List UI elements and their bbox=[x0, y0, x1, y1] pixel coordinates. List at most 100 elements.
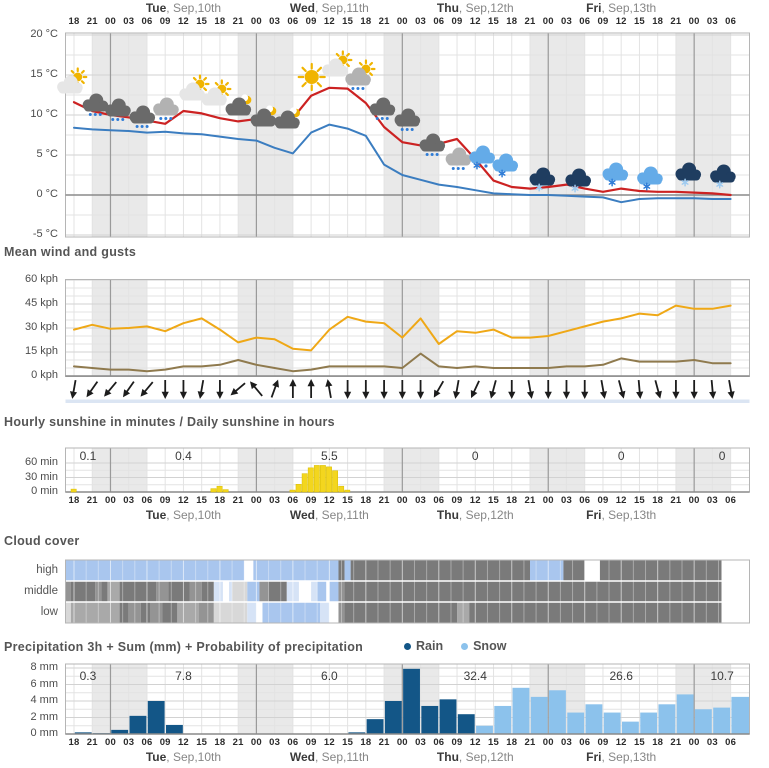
top-tick-label: 06 bbox=[725, 16, 737, 27]
precip-axis-label: 0 mm bbox=[30, 727, 59, 739]
wind-direction-arrow bbox=[690, 380, 698, 399]
precip-tick-label: 12 bbox=[323, 737, 335, 748]
precip-bar-snow bbox=[622, 721, 639, 734]
legend-rain-label: Rain bbox=[416, 639, 444, 653]
sunshine-tick-label: 06 bbox=[725, 495, 737, 506]
weather-icon-gray-cloud-rain bbox=[445, 147, 472, 170]
precip-bar-rain bbox=[74, 732, 92, 734]
wind-direction-arrow bbox=[249, 381, 263, 397]
legend-item-snow: Snow bbox=[461, 639, 506, 653]
precip-bar-snow bbox=[476, 725, 493, 734]
day-name: Wed bbox=[289, 1, 316, 15]
sunshine-tick-label: 03 bbox=[560, 495, 572, 506]
sunshine-tick-label: 00 bbox=[542, 495, 554, 506]
precip-day-header: Wed, Sep,11th bbox=[290, 751, 369, 763]
precip-bar-snow bbox=[640, 712, 658, 734]
sunshine-tick-label: 18 bbox=[360, 495, 372, 506]
top-tick-label: 12 bbox=[323, 16, 335, 27]
precip-tick-label: 21 bbox=[524, 737, 536, 748]
sunshine-daily-hours: 0 bbox=[471, 449, 479, 463]
wind-direction-arrow bbox=[344, 380, 352, 399]
day-name: Thu bbox=[436, 508, 459, 522]
wind-direction-arrow bbox=[398, 380, 406, 399]
top-day-header: Wed, Sep,11th bbox=[290, 2, 369, 14]
precip-tick-label: 03 bbox=[123, 737, 135, 748]
temp-axis-label: 0 °C bbox=[36, 188, 58, 200]
weather-icon-blue-cloud-sleet bbox=[469, 145, 495, 170]
wind-direction-arrow bbox=[727, 379, 735, 399]
wind-direction-arrow bbox=[599, 379, 607, 399]
temp-axis-label: -5 °C bbox=[32, 228, 58, 240]
precip-tick-label: 09 bbox=[159, 737, 171, 748]
precip-tick-label: 03 bbox=[560, 737, 572, 748]
top-tick-label: 12 bbox=[177, 16, 189, 27]
sunshine-tick-label: 09 bbox=[305, 495, 317, 506]
top-tick-label: 15 bbox=[342, 16, 354, 27]
weather-icon-cloud-moon bbox=[274, 107, 300, 129]
precip-bar-snow bbox=[530, 696, 548, 734]
precip-bar-rain bbox=[403, 668, 420, 734]
weather-icon-sun bbox=[297, 62, 326, 92]
sunshine-tick-label: 18 bbox=[214, 495, 226, 506]
sunshine-tick-label: 21 bbox=[524, 495, 536, 506]
sunshine-tick-label: 00 bbox=[104, 495, 116, 506]
wind-direction-arrow bbox=[453, 379, 461, 399]
top-tick-label: 09 bbox=[305, 16, 317, 27]
rain-dot-icon bbox=[404, 642, 411, 650]
weather-icon-cloud-sun bbox=[322, 50, 353, 77]
wind-direction-arrow bbox=[654, 380, 662, 399]
wind-direction-arrow bbox=[581, 380, 589, 399]
sunshine-day-header: Fri, Sep,13th bbox=[586, 509, 656, 521]
precip-tick-label: 00 bbox=[104, 737, 116, 748]
cloud-row-label: high bbox=[36, 563, 58, 576]
precip-tick-label: 21 bbox=[670, 737, 682, 748]
precip-bar-rain bbox=[457, 714, 475, 734]
top-tick-label: 15 bbox=[196, 16, 208, 27]
top-day-header: Thu, Sep,12th bbox=[437, 2, 514, 14]
top-tick-label: 18 bbox=[360, 16, 372, 27]
precip-daily-sum: 0.3 bbox=[79, 669, 97, 683]
precip-daily-sum: 10.7 bbox=[710, 669, 734, 683]
cloud-row-label: middle bbox=[24, 584, 58, 597]
precip-bar-snow bbox=[731, 696, 749, 734]
weather-icon-navy-cloud-snow bbox=[675, 162, 702, 187]
wind-direction-arrow bbox=[230, 382, 246, 396]
sunshine-axis-label: 60 min bbox=[24, 456, 58, 468]
top-tick-label: 00 bbox=[688, 16, 700, 27]
sunshine-daily-hours: 5.5 bbox=[321, 449, 338, 463]
wind-direction-arrow bbox=[416, 380, 425, 399]
precip-tick-label: 18 bbox=[214, 737, 226, 748]
top-tick-label: 06 bbox=[287, 16, 299, 27]
precip-tick-label: 00 bbox=[688, 737, 700, 748]
precipitation-section-title: Precipitation 3h + Sum (mm) + Probabilit… bbox=[4, 640, 364, 654]
top-tick-label: 09 bbox=[597, 16, 609, 27]
wind-direction-arrow bbox=[618, 380, 626, 399]
precip-tick-label: 00 bbox=[396, 737, 408, 748]
weather-icon-blue-cloud-snow bbox=[492, 153, 519, 178]
precip-bar-rain bbox=[111, 729, 129, 734]
wind-axis-label: 0 kph bbox=[31, 369, 58, 381]
wind-direction-arrow bbox=[489, 380, 497, 399]
precip-bar-snow bbox=[512, 687, 530, 734]
weather-icon-dark-cloud-rain bbox=[105, 98, 131, 121]
wind-direction-arrow bbox=[362, 380, 370, 399]
weather-icon-cloud-sun bbox=[201, 79, 232, 106]
sunshine-tick-label: 15 bbox=[196, 495, 208, 506]
wind-direction-arrow bbox=[216, 380, 224, 399]
weather-icon-dark-cloud-rain bbox=[369, 97, 396, 120]
sunshine-day-header: Wed, Sep,11th bbox=[290, 509, 369, 521]
precip-bar-rain bbox=[348, 732, 366, 734]
day-date: , Sep,11th bbox=[315, 1, 369, 15]
weather-icon-dark-cloud-rain bbox=[419, 133, 446, 156]
weather-icon-cloud-moon bbox=[225, 94, 252, 116]
sunshine-tick-label: 00 bbox=[250, 495, 262, 506]
sunshine-day-header: Tue, Sep,10th bbox=[146, 509, 221, 521]
precip-daily-sum: 32.4 bbox=[463, 669, 487, 683]
precip-tick-label: 06 bbox=[433, 737, 445, 748]
weather-icon-navy-cloud-snow bbox=[565, 168, 592, 193]
wind-direction-arrow bbox=[672, 380, 680, 399]
top-tick-label: 21 bbox=[524, 16, 536, 27]
precip-day-header: Fri, Sep,13th bbox=[586, 751, 656, 763]
precip-axis-label: 4 mm bbox=[30, 694, 59, 706]
precip-bar-rain bbox=[147, 701, 165, 734]
